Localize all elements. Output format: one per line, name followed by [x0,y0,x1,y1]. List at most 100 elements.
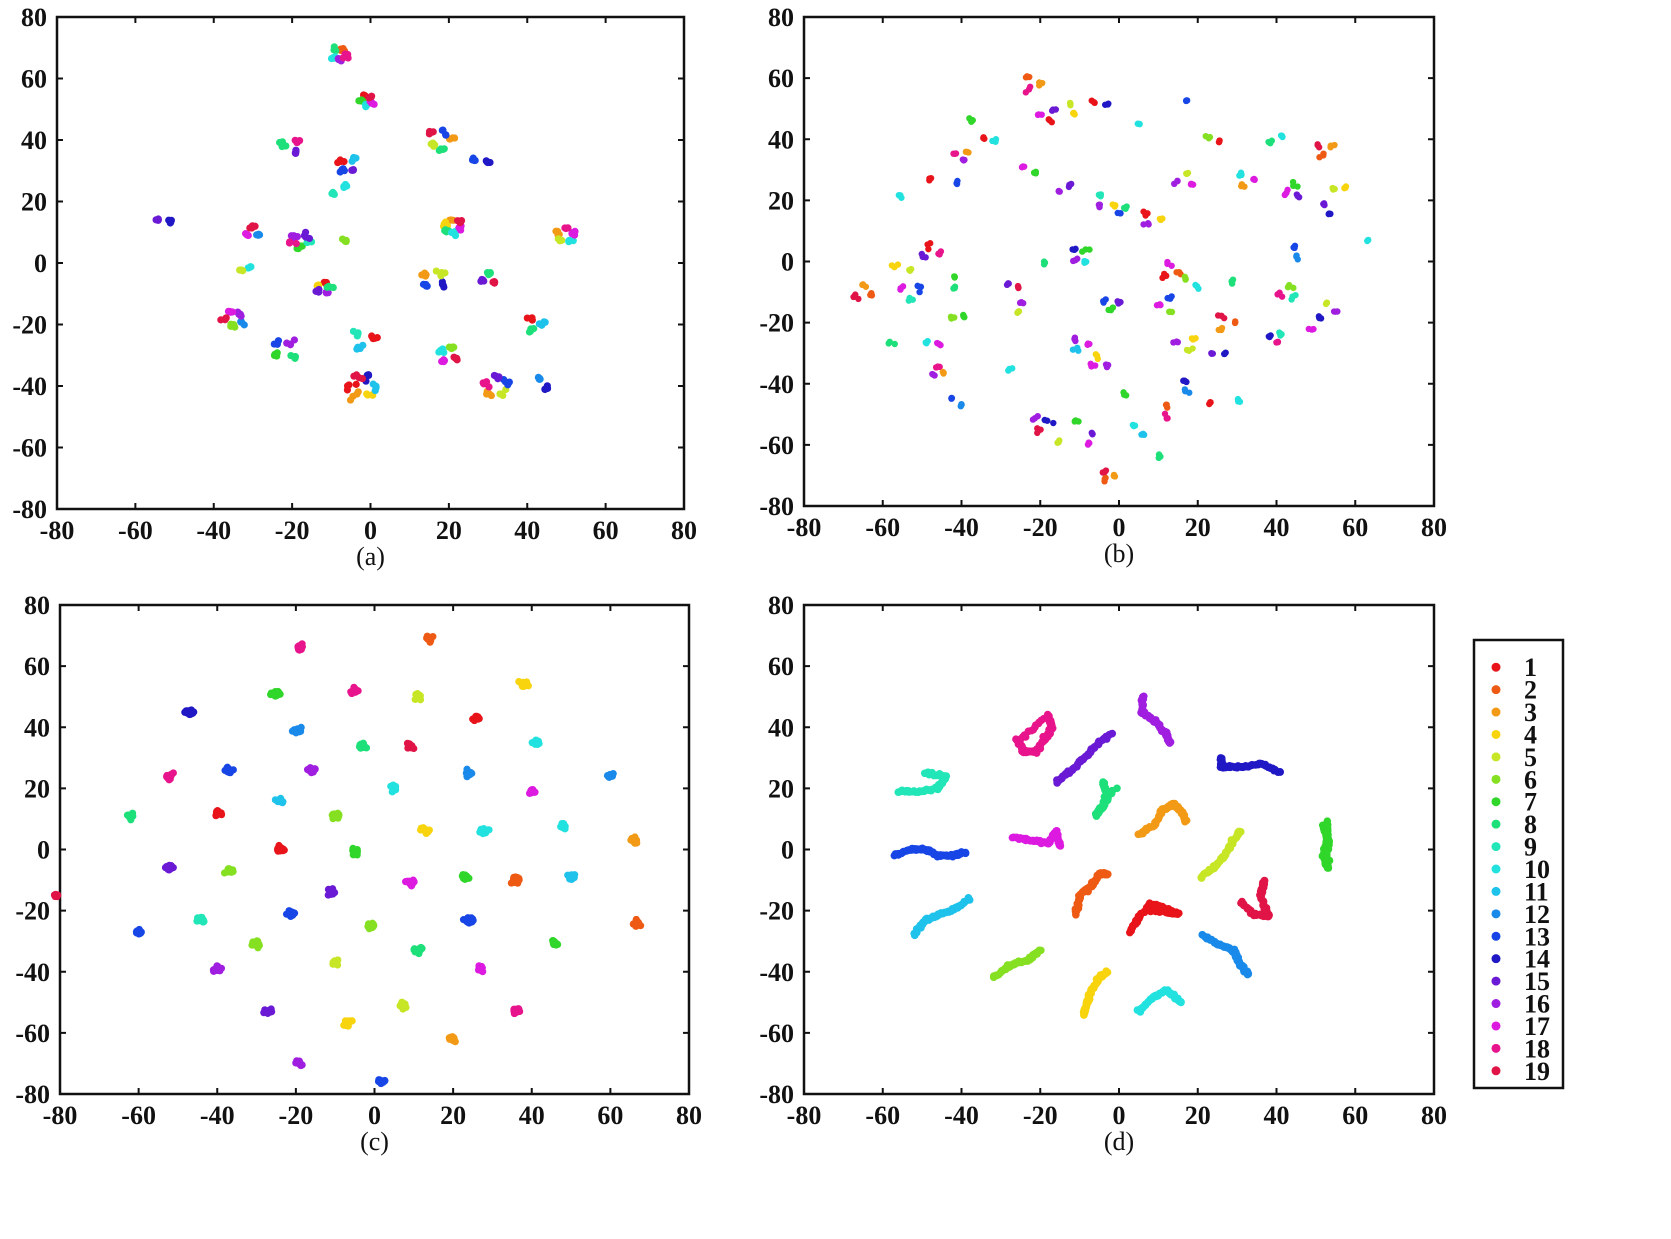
x-tick-label: 40 [519,1101,545,1130]
data-point [1017,734,1025,743]
legend-label: 4 [1524,720,1537,749]
panel-caption: (a) [356,542,385,571]
data-point [541,318,549,326]
data-point [293,138,301,147]
data-point [937,341,944,349]
cluster [1071,417,1082,425]
data-point [1165,308,1173,315]
cluster [275,136,304,157]
legend-label: 6 [1524,765,1537,794]
cluster [980,134,1000,145]
cluster [217,307,248,331]
y-tick-label: -20 [759,309,794,338]
cluster [181,706,198,719]
cluster [950,273,959,292]
data-point [1072,417,1079,424]
data-point [1022,89,1030,96]
data-point [1316,314,1323,322]
cluster [303,764,319,777]
cluster [1040,258,1049,268]
data-point [894,261,902,268]
data-point [1122,392,1130,399]
trail [1197,827,1245,882]
x-tick-label: -60 [121,1101,156,1130]
data-point [425,634,433,642]
data-point [235,310,243,318]
data-point [1220,350,1228,358]
data-point [1220,314,1228,322]
data-point [960,313,967,320]
trail [1071,868,1112,919]
data-point [1278,132,1286,140]
data-point [255,230,263,238]
data-point [964,893,973,902]
cluster [1069,334,1093,354]
data-point [1157,301,1164,309]
cluster [324,885,339,899]
cluster [1099,467,1119,485]
data-point [440,145,448,153]
data-point [490,279,499,287]
data-point [1015,284,1022,292]
cluster [526,786,539,797]
x-tick-label: -40 [200,1101,235,1130]
trail [1318,817,1334,872]
data-point [486,269,494,277]
data-point [1327,144,1334,151]
legend-marker [1491,842,1501,852]
data-point [556,236,564,244]
legend-marker [1491,999,1501,1009]
cluster [1329,183,1350,193]
data-point [922,254,929,261]
plot-frame [55,15,686,511]
data-point [326,283,334,291]
data-point [907,265,915,273]
x-tick-label: 0 [1113,513,1126,542]
data-point [292,239,300,248]
cluster [248,937,263,952]
data-point [1291,242,1299,249]
cluster [1120,389,1130,399]
x-tick-label: 80 [1421,1101,1447,1130]
data-point [1094,355,1101,363]
data-point [951,314,958,321]
data-point [365,371,373,380]
data-point [298,643,306,651]
cluster [312,278,337,297]
data-point [399,1002,407,1010]
data-point [217,964,226,972]
data-point [1037,946,1045,955]
data-point [916,288,923,296]
data-point [199,918,207,926]
data-point [965,149,972,156]
data-point [496,390,504,398]
data-point [273,349,281,357]
cluster [123,809,137,824]
data-point [1041,416,1048,424]
data-point [1215,138,1223,146]
y-tick-label: 60 [21,65,47,94]
data-point [1244,970,1253,978]
cluster [458,871,473,883]
cluster [897,282,925,304]
data-point [237,318,245,326]
data-point [225,765,233,773]
data-point [364,391,372,399]
x-tick-label: 0 [364,516,377,545]
data-point [948,395,955,402]
x-tick-label: 20 [1185,513,1211,542]
cluster [948,394,965,410]
data-point [457,226,465,234]
legend-box [1472,638,1565,1090]
data-point [1091,362,1099,369]
data-point [286,341,295,349]
data-point [227,868,235,876]
legend-label: 19 [1524,1057,1550,1086]
data-point [1310,325,1317,333]
cluster [1364,236,1372,245]
data-point [1321,201,1328,209]
data-point [533,740,542,749]
data-point [486,158,494,167]
data-point [463,767,471,775]
data-point [359,341,367,349]
